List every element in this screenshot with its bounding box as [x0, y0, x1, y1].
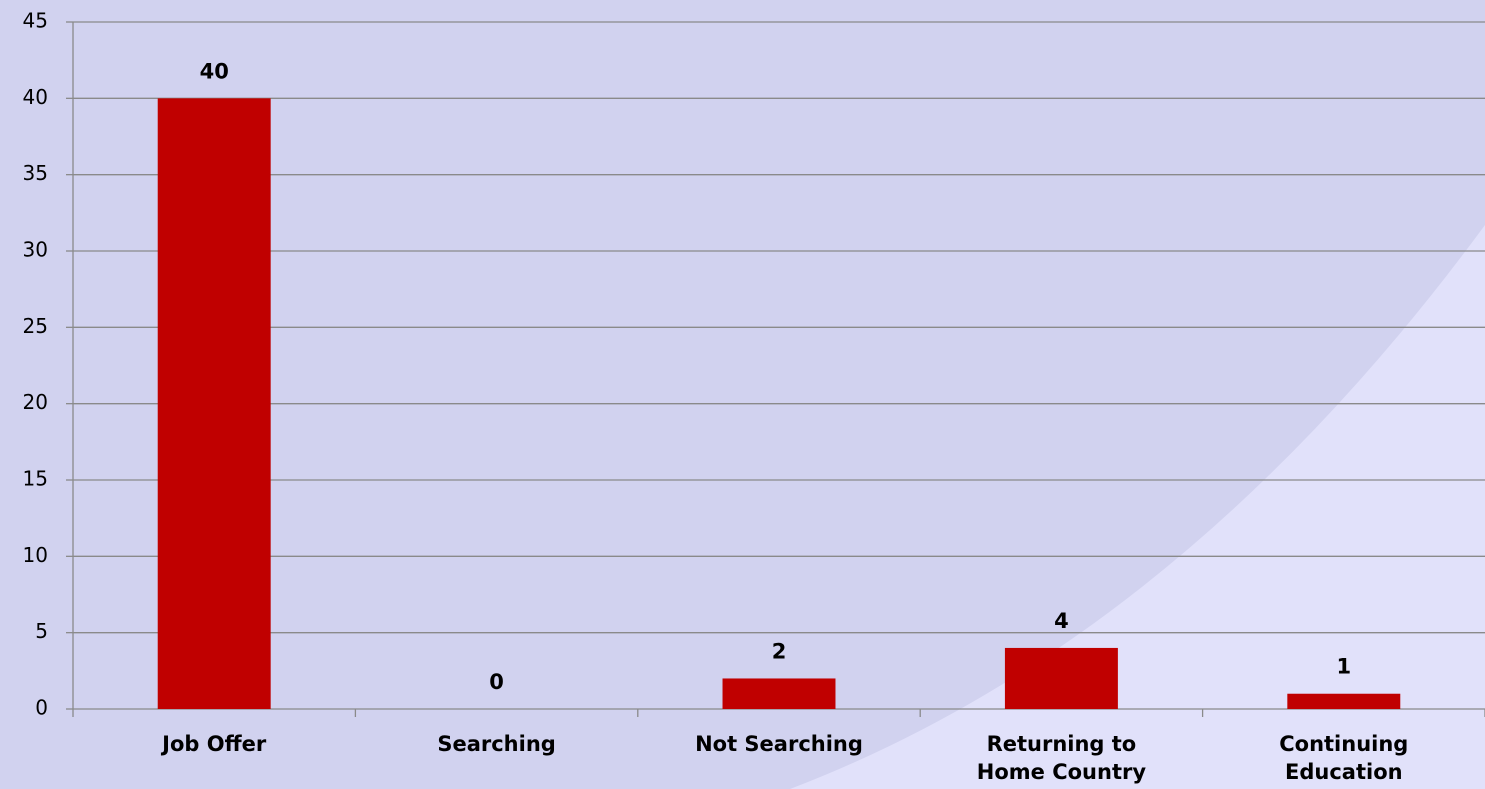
x-tick-label: Job Offer: [160, 732, 267, 756]
y-tick-label: 40: [23, 85, 48, 109]
y-tick-label: 30: [23, 238, 48, 262]
y-tick-label: 0: [35, 696, 48, 720]
y-tick-label: 20: [23, 390, 48, 414]
bar: [1287, 693, 1401, 709]
y-tick-label: 15: [23, 467, 48, 491]
x-tick-label: Returning to Home Country: [977, 732, 1147, 784]
y-tick-label: 25: [23, 314, 48, 338]
value-label: 40: [200, 59, 229, 83]
y-tick-label: 10: [23, 543, 48, 567]
y-tick-label: 35: [23, 161, 48, 185]
bar: [722, 678, 836, 709]
x-tick-label: Continuing Education: [1279, 732, 1408, 784]
y-tick-label: 5: [35, 619, 48, 643]
value-label: 1: [1336, 655, 1351, 679]
x-tick-label: Searching: [437, 732, 555, 756]
x-tick-label: Not Searching: [695, 732, 863, 756]
value-label: 4: [1054, 609, 1069, 633]
bar: [157, 98, 271, 710]
bar: [1004, 647, 1118, 709]
value-label: 2: [772, 639, 787, 663]
value-label: 0: [489, 670, 504, 694]
y-tick-label: 45: [23, 9, 48, 33]
